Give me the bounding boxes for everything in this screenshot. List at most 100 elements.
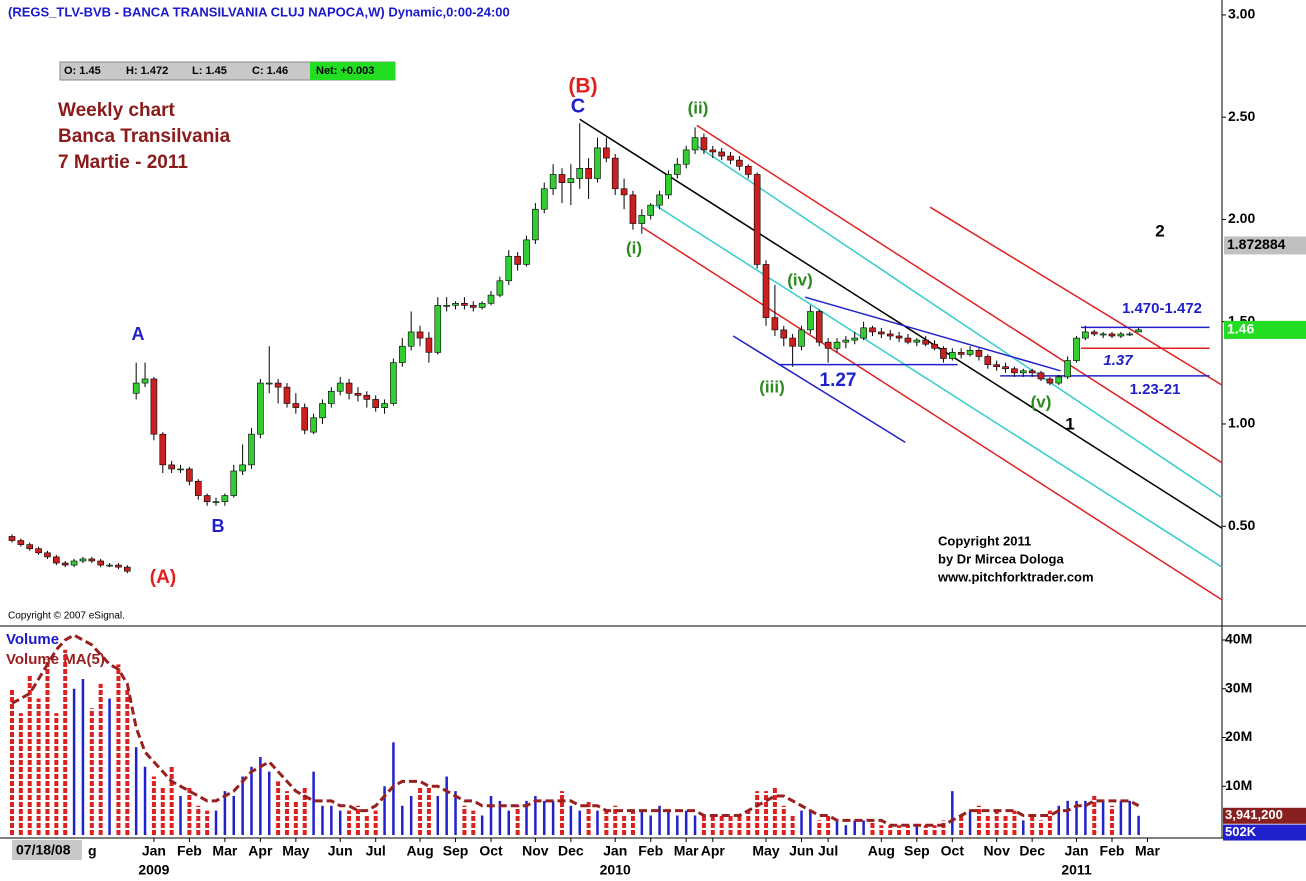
candle-body <box>603 147 610 159</box>
candle-body <box>611 157 619 190</box>
price-tag-label: 1.46 <box>1227 321 1254 337</box>
annotation: (iii) <box>759 377 785 396</box>
candle-body <box>993 364 1000 367</box>
x-tick-label: Nov <box>522 843 549 859</box>
price-tag <box>1224 320 1306 339</box>
candle-body <box>594 147 601 179</box>
x-tick-label: Sep <box>443 843 469 859</box>
trend-line <box>579 118 1223 529</box>
candle-body <box>310 417 317 433</box>
candle-body <box>1082 331 1089 339</box>
candle-body <box>771 317 779 331</box>
candle-body <box>461 302 468 306</box>
candle-body <box>780 329 788 339</box>
candle-body <box>283 386 291 404</box>
trend-line <box>696 145 1223 499</box>
candle-body <box>709 149 717 153</box>
volume-tag-label: 3,941,200 <box>1225 807 1283 822</box>
annotation: (iv) <box>787 270 813 289</box>
candle-body <box>328 390 335 404</box>
candle-body <box>762 264 770 318</box>
candle-body <box>150 378 158 435</box>
candle-body <box>833 341 841 349</box>
copyright: Copyright 2011 <box>938 533 1031 548</box>
candle-body <box>824 341 832 349</box>
candle-body <box>212 501 220 503</box>
candle-body <box>141 378 149 384</box>
candle-body <box>177 468 184 471</box>
candle-body <box>354 392 362 396</box>
candle-body <box>966 350 974 355</box>
candle-body <box>975 350 983 357</box>
y-tick-label: 2.50 <box>1228 108 1255 124</box>
candle-body <box>807 311 814 331</box>
title-line: 7 Martie - 2011 <box>58 152 188 173</box>
candle-body <box>886 333 894 337</box>
annotation: (i) <box>626 238 642 257</box>
candle-body <box>656 194 663 206</box>
volume-ma-line <box>11 633 1140 827</box>
candle-body <box>469 305 477 308</box>
candle-body <box>53 556 60 564</box>
candle-body <box>186 468 193 482</box>
annotation: A <box>132 324 145 344</box>
y-tick-label: 3.00 <box>1228 6 1255 22</box>
candle-body <box>496 280 504 296</box>
x-tick-label: Jul <box>366 843 386 859</box>
candle-body <box>585 168 592 179</box>
x-tick-label: Feb <box>177 843 202 859</box>
legend-volume: Volume <box>6 631 59 648</box>
candle-body <box>97 560 104 566</box>
start-date: 07/18/08 <box>16 842 71 858</box>
trend-line <box>804 296 1061 372</box>
ohlc-close: C: 1.46 <box>252 65 288 77</box>
candle-body <box>532 208 539 241</box>
candle-body <box>8 536 16 541</box>
annotation: (B) <box>568 75 597 98</box>
y-tick-label: 10M <box>1225 777 1252 793</box>
candle-body <box>1073 337 1080 361</box>
candle-body <box>505 255 513 282</box>
x-tick-label: Mar <box>674 843 699 859</box>
candle-body <box>647 204 654 216</box>
x-tick-label: Apr <box>248 843 273 859</box>
x-year-label: 2011 <box>1061 862 1092 878</box>
candle-body <box>904 337 912 343</box>
candle-body <box>1108 333 1116 337</box>
candle-body <box>159 433 167 466</box>
x-tick-label: Oct <box>941 843 965 859</box>
x-tick-label: Jan <box>603 843 627 859</box>
candle-body <box>319 403 326 419</box>
candle-body <box>452 302 459 306</box>
title-line: Banca Transilvania <box>58 126 231 147</box>
title-line: Weekly chart <box>58 100 176 121</box>
candle-body <box>194 480 202 496</box>
candle-body <box>381 403 388 408</box>
candle-body <box>1090 331 1098 335</box>
candle-body <box>1019 370 1027 374</box>
candle-body <box>798 329 805 347</box>
annotation: 1.470-1.472 <box>1122 300 1202 317</box>
candle-body <box>957 352 965 355</box>
candle-body <box>292 403 300 408</box>
x-year-label: 2010 <box>600 862 631 878</box>
volume-tag <box>1223 807 1306 824</box>
candle-body <box>549 174 557 190</box>
candle-body <box>860 327 867 339</box>
candle-body <box>203 495 211 502</box>
candle-body <box>558 174 566 183</box>
trend-line <box>654 204 1223 568</box>
candle-body <box>744 165 752 175</box>
annotation: 1.37 <box>1103 352 1133 369</box>
candle-body <box>567 178 575 183</box>
candle-body <box>1002 366 1009 370</box>
ohlc-low: L: 1.45 <box>192 65 227 77</box>
x-tick-label: May <box>282 843 309 859</box>
candle-body <box>1126 333 1134 336</box>
candle-body <box>79 558 87 562</box>
x-tick-label: Jun <box>789 843 814 859</box>
candle-body <box>17 540 25 545</box>
y-tick-label: 30M <box>1225 679 1252 695</box>
y-tick-label: 20M <box>1225 728 1252 744</box>
